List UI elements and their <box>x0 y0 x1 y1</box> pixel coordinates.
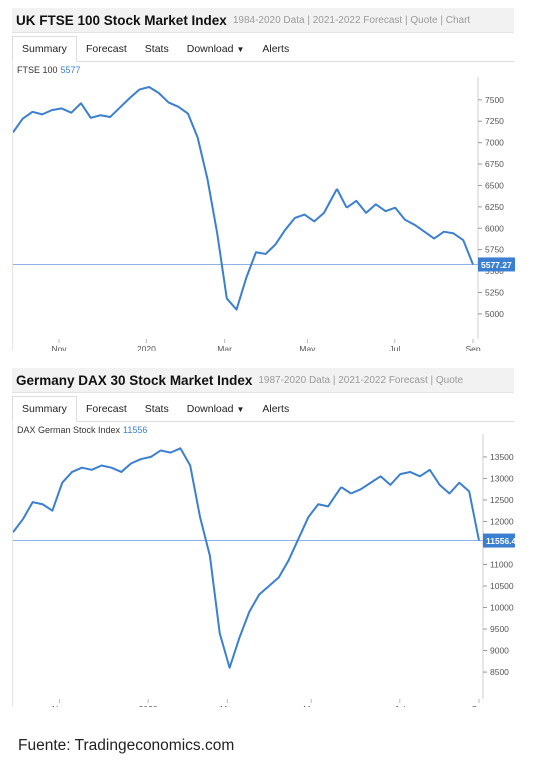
x-tick-label: May <box>299 344 316 351</box>
x-tick-label: 2020 <box>137 344 156 351</box>
y-tick-label: 5750 <box>485 245 504 255</box>
chart-subtitle[interactable]: 1987-2020 Data | 2021-2022 Forecast | Qu… <box>258 374 464 386</box>
y-tick-label: 7250 <box>485 116 504 126</box>
chart-legend: DAX German Stock Index 11556 <box>17 425 147 435</box>
ftse-title-bar: UK FTSE 100 Stock Market Index 1984-2020… <box>12 8 514 33</box>
series-line-1 <box>346 199 474 265</box>
source-caption: Fuente: Tradingeconomics.com <box>18 737 235 754</box>
legend-value: 11556 <box>123 425 148 435</box>
y-tick-label: 13000 <box>490 473 514 483</box>
y-tick-label: 7500 <box>485 95 504 105</box>
y-tick-label: 8500 <box>490 667 509 677</box>
dax-title-bar: Germany DAX 30 Stock Market Index 1987-2… <box>12 368 514 393</box>
ftse-line-chart: 5000525055005750600062506500675070007250… <box>13 77 515 351</box>
y-tick-label: 12500 <box>490 495 514 505</box>
tab-download-label: Download <box>186 403 234 415</box>
x-tick-label: Mar <box>220 704 235 707</box>
tab-forecast[interactable]: Forecast <box>85 403 127 415</box>
dax-chart-area[interactable]: DAX German Stock Index 11556 8500 9000 9500… <box>12 422 515 707</box>
series-line-0 <box>13 447 342 669</box>
y-tick-label: 13500 <box>490 452 514 462</box>
y-tick-label: 6750 <box>485 159 504 169</box>
x-tick-label: Jul <box>389 344 400 351</box>
chart-subtitle[interactable]: 1984-2020 Data | 2021-2022 Forecast | Qu… <box>232 14 471 26</box>
series-connector <box>336 188 348 209</box>
series-line-0 <box>13 86 338 311</box>
x-tick-label: Jul <box>394 704 405 707</box>
chart-legend: FTSE 100 5577 <box>17 65 81 75</box>
tab-download[interactable]: Download ▼ <box>178 397 254 421</box>
y-tick-label: 9000 <box>490 646 509 656</box>
y-tick-label: 6500 <box>485 180 504 190</box>
x-tick-label: 2020 <box>139 704 158 707</box>
last-value-label: 5577.27 <box>481 260 512 270</box>
x-tick-label: Nov <box>51 344 67 351</box>
tab-download[interactable]: Download ▼ <box>178 37 254 61</box>
y-tick-label: 10500 <box>490 581 514 591</box>
caret-down-icon: ▼ <box>236 405 245 414</box>
y-tick-label: 5250 <box>485 287 504 297</box>
tab-stats[interactable]: Stats <box>144 43 169 55</box>
last-value-label: 11556.48 <box>486 536 515 546</box>
dax-line-chart: 8500900095001000010500110001150012000125… <box>13 434 515 707</box>
y-tick-label: 6000 <box>485 223 504 233</box>
dax-tabs: Summary Forecast Stats Download ▼ Alerts <box>12 393 514 422</box>
legend-series-name: DAX German Stock Index <box>17 425 121 435</box>
tab-forecast[interactable]: Forecast <box>85 43 127 55</box>
ftse-tabs: Summary Forecast Stats Download ▼ Alerts <box>12 33 514 62</box>
x-tick-label: Sep <box>465 344 480 351</box>
y-tick-label: 5000 <box>485 309 504 319</box>
series-line-1 <box>350 468 480 541</box>
y-tick-label: 6250 <box>485 202 504 212</box>
x-tick-label: Nov <box>52 704 68 707</box>
x-tick-label: May <box>303 704 320 707</box>
tab-download-label: Download <box>186 43 234 55</box>
tab-alerts[interactable]: Alerts <box>262 403 290 415</box>
tab-summary[interactable]: Summary <box>12 396 77 422</box>
legend-series-name: FTSE 100 <box>17 65 58 75</box>
series-connector <box>340 486 352 495</box>
tab-summary[interactable]: Summary <box>12 36 77 62</box>
chart-title: Germany DAX 30 Stock Market Index <box>16 372 253 388</box>
y-tick-label: 12000 <box>490 516 514 526</box>
last-value-badge <box>478 257 515 272</box>
y-tick-label: 11000 <box>490 560 513 570</box>
last-value-badge <box>483 533 515 548</box>
y-tick-label: 10000 <box>490 603 514 613</box>
y-tick-label: 9500 <box>490 624 509 634</box>
caret-down-icon: ▼ <box>236 45 245 54</box>
chart-title: UK FTSE 100 Stock Market Index <box>16 12 227 28</box>
dax-panel: Germany DAX 30 Stock Market Index 1987-2… <box>12 368 515 707</box>
x-tick-label: Mar <box>217 344 232 351</box>
tab-stats[interactable]: Stats <box>144 403 169 415</box>
y-tick-label: 7000 <box>485 138 504 148</box>
x-tick-label: Sep <box>471 704 486 707</box>
ftse-panel: UK FTSE 100 Stock Market Index 1984-2020… <box>12 8 515 351</box>
tab-alerts[interactable]: Alerts <box>262 43 290 55</box>
legend-value: 5577 <box>60 65 81 75</box>
